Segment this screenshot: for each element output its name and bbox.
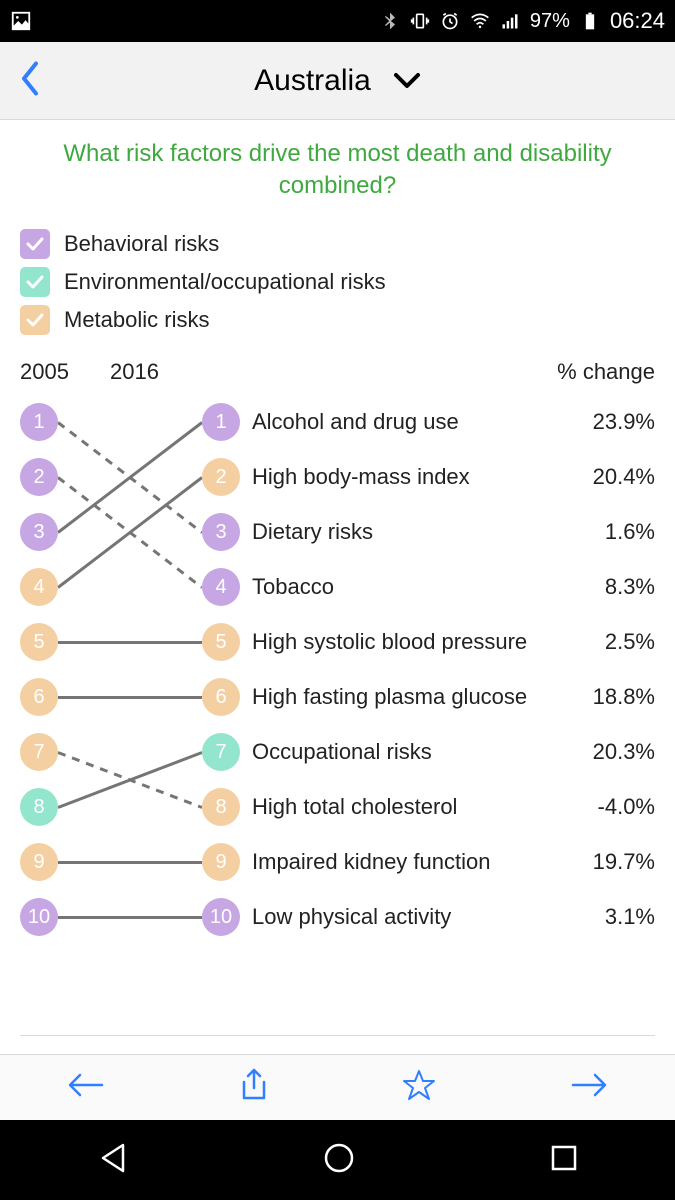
rank-2016: 4 [202, 568, 240, 606]
change-value: 1.6% [605, 519, 655, 545]
rank-chart: 1 2 3 4 5 6 7 8 9 10 1 Alcohol and drug use 23.9%2 Hi… [20, 395, 655, 945]
risk-row[interactable]: 2 High body-mass index 20.4% [20, 450, 655, 505]
legend-label: Environmental/occupational risks [64, 269, 386, 295]
triangle-back-icon [96, 1141, 130, 1175]
change-value: 19.7% [593, 849, 655, 875]
question-text: What risk factors drive the most death a… [20, 138, 655, 203]
divider [20, 1035, 655, 1036]
arrow-left-icon [66, 1071, 106, 1099]
time-text: 06:24 [610, 8, 665, 34]
change-value: 8.3% [605, 574, 655, 600]
content-area: What risk factors drive the most death a… [0, 120, 675, 945]
risk-row[interactable]: 3 Dietary risks 1.6% [20, 505, 655, 560]
picture-icon [10, 10, 32, 32]
risk-label: Low physical activity [252, 904, 451, 930]
risk-row[interactable]: 10 Low physical activity 3.1% [20, 890, 655, 945]
rank-2016: 7 [202, 733, 240, 771]
legend-item[interactable]: Environmental/occupational risks [20, 263, 655, 301]
chevron-down-icon [393, 72, 421, 90]
rank-2016: 9 [202, 843, 240, 881]
risk-row[interactable]: 9 Impaired kidney function 19.7% [20, 835, 655, 890]
legend-label: Behavioral risks [64, 231, 219, 257]
change-value: 3.1% [605, 904, 655, 930]
page-title: Australia [254, 64, 371, 98]
star-icon [402, 1069, 436, 1101]
android-nav-bar [0, 1120, 675, 1200]
risk-row[interactable]: 4 Tobacco 8.3% [20, 560, 655, 615]
arrow-right-icon [569, 1071, 609, 1099]
legend-item[interactable]: Metabolic risks [20, 301, 655, 339]
change-value: 18.8% [593, 684, 655, 710]
status-right: 97% 06:24 [380, 8, 665, 34]
favorite-button[interactable] [402, 1069, 436, 1106]
col-2016: 2016 [110, 359, 250, 385]
battery-icon [580, 11, 600, 31]
app-header: Australia [0, 42, 675, 120]
rank-2016: 3 [202, 513, 240, 551]
alarm-icon [440, 11, 460, 31]
risk-label: Dietary risks [252, 519, 373, 545]
prev-button[interactable] [66, 1071, 106, 1104]
chevron-left-icon [18, 59, 42, 97]
rank-2016: 6 [202, 678, 240, 716]
risk-label: Impaired kidney function [252, 849, 490, 875]
risk-row[interactable]: 1 Alcohol and drug use 23.9% [20, 395, 655, 450]
square-recent-icon [549, 1143, 579, 1173]
nav-back[interactable] [96, 1141, 130, 1180]
risk-label: High fasting plasma glucose [252, 684, 527, 710]
change-value: 23.9% [593, 409, 655, 435]
legend-item[interactable]: Behavioral risks [20, 225, 655, 263]
rank-2016: 1 [202, 403, 240, 441]
risk-label: Occupational risks [252, 739, 432, 765]
next-button[interactable] [569, 1071, 609, 1104]
rank-2016: 10 [202, 898, 240, 936]
vibrate-icon [410, 11, 430, 31]
rank-2016: 2 [202, 458, 240, 496]
risk-row[interactable]: 6 High fasting plasma glucose 18.8% [20, 670, 655, 725]
risk-row[interactable]: 8 High total cholesterol -4.0% [20, 780, 655, 835]
nav-recent[interactable] [549, 1143, 579, 1178]
change-value: 20.4% [593, 464, 655, 490]
wifi-icon [470, 11, 490, 31]
risk-label: Alcohol and drug use [252, 409, 459, 435]
share-button[interactable] [239, 1068, 269, 1107]
risk-row[interactable]: 5 High systolic blood pressure 2.5% [20, 615, 655, 670]
col-2005: 2005 [20, 359, 110, 385]
bluetooth-icon [380, 11, 400, 31]
nav-home[interactable] [322, 1141, 356, 1180]
risk-label: Tobacco [252, 574, 334, 600]
col-change: % change [557, 359, 655, 385]
legend-checkbox[interactable] [20, 267, 50, 297]
title-dropdown[interactable]: Australia [254, 64, 421, 98]
legend-checkbox[interactable] [20, 305, 50, 335]
rank-2016: 8 [202, 788, 240, 826]
risk-label: High systolic blood pressure [252, 629, 527, 655]
back-button[interactable] [18, 59, 42, 102]
change-value: -4.0% [598, 794, 655, 820]
status-left [10, 10, 32, 32]
signal-icon [500, 11, 520, 31]
column-headers: 2005 2016 % change [20, 359, 655, 385]
legend-checkbox[interactable] [20, 229, 50, 259]
bottom-toolbar [0, 1054, 675, 1120]
share-icon [239, 1068, 269, 1102]
legend-label: Metabolic risks [64, 307, 209, 333]
risk-label: High total cholesterol [252, 794, 457, 820]
circle-home-icon [322, 1141, 356, 1175]
risk-label: High body-mass index [252, 464, 470, 490]
change-value: 20.3% [593, 739, 655, 765]
battery-text: 97% [530, 10, 570, 33]
rank-2016: 5 [202, 623, 240, 661]
android-status-bar: 97% 06:24 [0, 0, 675, 42]
legend: Behavioral risks Environmental/occupation… [20, 225, 655, 339]
change-value: 2.5% [605, 629, 655, 655]
risk-row[interactable]: 7 Occupational risks 20.3% [20, 725, 655, 780]
